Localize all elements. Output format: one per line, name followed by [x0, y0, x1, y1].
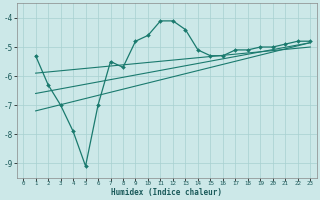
X-axis label: Humidex (Indice chaleur): Humidex (Indice chaleur): [111, 188, 222, 197]
